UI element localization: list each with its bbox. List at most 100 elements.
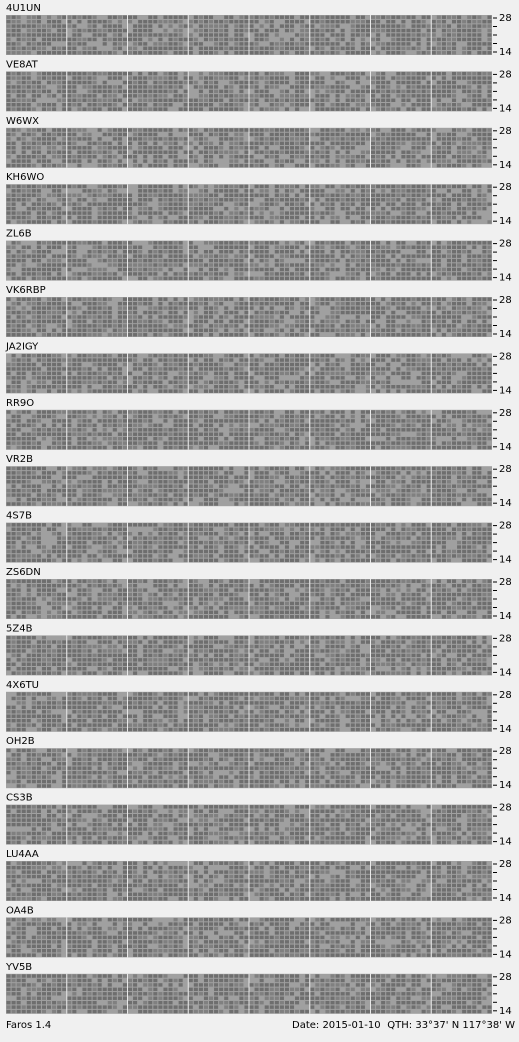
grid-cell <box>179 410 183 413</box>
grid-cell <box>290 159 294 162</box>
grid-cell <box>67 333 71 336</box>
grid-cell <box>133 376 137 379</box>
grid-cell <box>422 268 426 271</box>
grid-cell <box>158 76 162 79</box>
grid-cell <box>123 298 127 301</box>
grid-cell <box>260 24 264 27</box>
grid-cell <box>255 72 259 75</box>
grid-cell <box>184 189 188 192</box>
grid-cell <box>467 329 471 332</box>
grid-cell <box>331 259 335 262</box>
grid-cell <box>77 207 81 210</box>
grid-cell <box>285 128 289 131</box>
grid-cell <box>381 298 385 301</box>
grid-cell <box>153 372 157 375</box>
grid-cell <box>417 250 421 253</box>
grid-cell <box>386 376 390 379</box>
grid-cell <box>452 302 456 305</box>
grid-cell <box>239 259 243 262</box>
grid-cell <box>234 329 238 332</box>
grid-cell <box>356 306 360 309</box>
grid-cell <box>118 354 122 357</box>
grid-cell <box>250 367 254 370</box>
grid-cell <box>336 20 340 23</box>
grid-cell <box>406 137 410 140</box>
grid-cell <box>341 250 345 253</box>
grid-cell <box>103 320 107 323</box>
grid-cell <box>381 185 385 188</box>
grid-cell <box>52 372 56 375</box>
grid-cell <box>77 94 81 97</box>
grid-cell <box>239 298 243 301</box>
grid-cell <box>305 306 309 309</box>
grid-cell <box>148 16 152 19</box>
grid-cell <box>224 198 228 201</box>
grid-cell <box>396 142 400 145</box>
grid-cell <box>427 81 431 84</box>
grid-cell <box>143 381 147 384</box>
grid-cell <box>179 246 183 249</box>
grid-cell <box>305 24 309 27</box>
grid-cell <box>386 385 390 388</box>
grid-cell <box>331 76 335 79</box>
grid-cell <box>209 133 213 136</box>
grid-cell <box>472 33 476 36</box>
grid-cell <box>351 24 355 27</box>
grid-cell <box>47 146 51 149</box>
grid-cell <box>88 268 92 271</box>
grid-cell <box>371 47 375 50</box>
grid-cell <box>482 367 486 370</box>
grid-cell <box>184 202 188 205</box>
grid-cell <box>341 20 345 23</box>
grid-cell <box>361 133 365 136</box>
grid-cell <box>209 90 213 93</box>
grid-cell <box>472 381 476 384</box>
grid-cell <box>209 33 213 36</box>
grid-cell <box>224 329 228 332</box>
grid-cell <box>290 358 294 361</box>
grid-cell <box>295 42 299 45</box>
grid-cell <box>275 241 279 244</box>
grid-cell <box>67 103 71 106</box>
grid-cell <box>346 272 350 275</box>
grid-cell <box>128 358 132 361</box>
grid-cell <box>239 263 243 266</box>
grid-cell <box>82 259 86 262</box>
grid-cell <box>376 146 380 149</box>
grid-cell <box>82 99 86 102</box>
grid-cell <box>305 376 309 379</box>
grid-cell <box>67 268 71 271</box>
grid-cell <box>341 198 345 201</box>
grid-cell <box>163 376 167 379</box>
grid-cell <box>351 381 355 384</box>
grid-cell <box>361 246 365 249</box>
grid-cell <box>336 189 340 192</box>
grid-cell <box>371 142 375 145</box>
grid-cell <box>239 47 243 50</box>
grid-cell <box>305 277 309 280</box>
grid-cell <box>437 24 441 27</box>
grid-cell <box>12 146 16 149</box>
grid-cell <box>98 207 102 210</box>
grid-cell <box>118 372 122 375</box>
grid-cell <box>234 311 238 314</box>
grid-cell <box>37 76 41 79</box>
grid-cell <box>325 367 329 370</box>
grid-cell <box>315 298 319 301</box>
grid-cell <box>406 363 410 366</box>
grid-cell <box>376 246 380 249</box>
grid-cell <box>47 202 51 205</box>
grid-cell <box>169 142 173 145</box>
grid-cell <box>72 38 76 41</box>
grid-cell <box>32 220 36 223</box>
grid-cell <box>67 259 71 262</box>
grid-cell <box>199 189 203 192</box>
grid-cell <box>265 268 269 271</box>
grid-cell <box>42 333 46 336</box>
grid-cell <box>174 246 178 249</box>
grid-cell <box>401 202 405 205</box>
grid-cell <box>376 159 380 162</box>
grid-cell <box>275 354 279 357</box>
grid-cell <box>305 259 309 262</box>
